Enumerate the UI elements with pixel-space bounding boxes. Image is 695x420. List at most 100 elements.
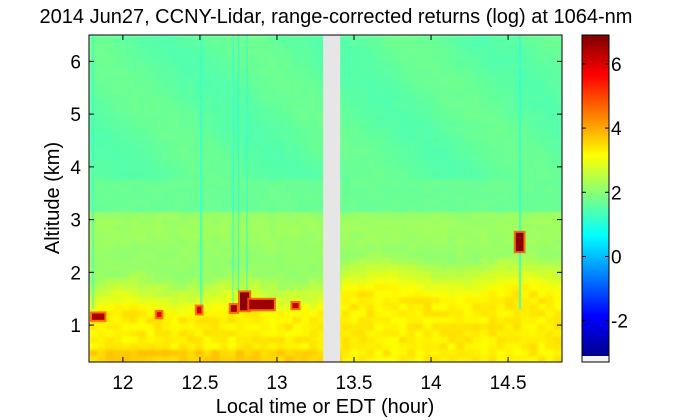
heatmap-cell: [529, 309, 539, 318]
heatmap-cell: [317, 54, 327, 62]
heatmap-cell: [553, 133, 562, 141]
heatmap-cell: [235, 224, 245, 232]
heatmap-cell: [129, 237, 139, 246]
heatmap-cell: [243, 270, 253, 278]
heatmap-cell: [260, 290, 270, 298]
heatmap-cell: [252, 257, 262, 265]
heatmap-cell: [195, 41, 204, 49]
heatmap-cell: [349, 139, 359, 147]
heatmap-cell: [374, 198, 384, 206]
heatmap-cell: [374, 35, 384, 43]
heatmap-cell: [203, 35, 213, 43]
heatmap-cell: [488, 67, 498, 76]
heatmap-cell: [129, 283, 139, 291]
heatmap-cell: [553, 74, 562, 82]
heatmap-cell: [390, 316, 400, 324]
heatmap-cell: [349, 211, 359, 219]
heatmap-cell: [447, 316, 457, 324]
heatmap-cell: [455, 303, 465, 311]
heatmap-cell: [97, 231, 107, 239]
heatmap-cell: [195, 133, 204, 141]
heatmap-cell: [219, 355, 229, 362]
heatmap-cell: [137, 48, 147, 56]
heatmap-cell: [146, 296, 156, 304]
heatmap-cell: [358, 263, 368, 272]
heatmap-cell: [415, 172, 425, 180]
cloud-cell: [230, 305, 237, 312]
heatmap-cell: [529, 74, 539, 82]
heatmap-cell: [235, 120, 245, 128]
heatmap-cell: [292, 205, 302, 213]
heatmap-cell: [121, 48, 131, 56]
heatmap-cell: [162, 165, 172, 174]
heatmap-cell: [121, 100, 131, 108]
heatmap-cell: [146, 231, 156, 239]
heatmap-cell: [366, 198, 376, 206]
heatmap-cell: [407, 224, 417, 232]
heatmap-cell: [219, 290, 229, 298]
heatmap-cell: [529, 329, 539, 337]
heatmap-cell: [349, 185, 359, 193]
heatmap-cell: [170, 113, 180, 121]
heatmap-cell: [464, 100, 474, 108]
heatmap-cell: [292, 335, 302, 344]
heatmap-cell: [170, 126, 180, 134]
heatmap-cell: [260, 165, 270, 174]
x-axis-label: Local time or EDT (hour): [216, 396, 435, 418]
heatmap-cell: [488, 80, 498, 89]
heatmap-cell: [374, 120, 384, 128]
heatmap-cell: [472, 80, 482, 89]
heatmap-cell: [407, 41, 417, 49]
heatmap-cell: [504, 41, 514, 49]
heatmap-cell: [398, 283, 408, 291]
heatmap-cell: [276, 93, 286, 102]
heatmap-cell: [529, 185, 539, 193]
heatmap-cell: [301, 231, 310, 239]
heatmap-cell: [341, 283, 351, 291]
heatmap-cell: [455, 211, 465, 219]
heatmap-cell: [545, 106, 555, 115]
heatmap-cell: [292, 87, 302, 95]
heatmap-cell: [529, 133, 539, 141]
heatmap-cell: [423, 120, 433, 128]
heatmap-cell: [276, 172, 286, 180]
heatmap-cell: [390, 250, 400, 259]
heatmap-cell: [545, 80, 555, 89]
heatmap-cell: [97, 126, 107, 134]
heatmap-cell: [341, 54, 351, 62]
heatmap-cell: [186, 244, 196, 252]
heatmap-cell: [309, 257, 319, 265]
heatmap-cell: [529, 224, 539, 232]
heatmap-cell: [252, 67, 262, 76]
heatmap-cell: [504, 152, 514, 161]
heatmap-cell: [211, 87, 221, 95]
heatmap-cell: [170, 87, 180, 95]
heatmap-cell: [97, 165, 107, 174]
heatmap-cell: [423, 231, 433, 239]
heatmap-cell: [553, 178, 562, 187]
heatmap-cell: [496, 93, 506, 102]
heatmap-cell: [537, 48, 547, 56]
heatmap-cell: [235, 263, 245, 272]
heatmap-cell: [89, 335, 98, 344]
heatmap-cell: [358, 165, 368, 174]
heatmap-cell: [186, 231, 196, 239]
heatmap-cell: [113, 152, 123, 161]
heatmap-cell: [464, 67, 474, 76]
heatmap-cell: [374, 276, 384, 285]
heatmap-cell: [472, 237, 482, 246]
heatmap-cell: [137, 54, 147, 62]
heatmap-cell: [162, 263, 172, 272]
heatmap-cell: [529, 257, 539, 265]
heatmap-cell: [121, 322, 131, 331]
heatmap-cell: [113, 257, 123, 265]
heatmap-cell: [309, 322, 319, 331]
heatmap-cell: [521, 250, 531, 259]
heatmap-cell: [390, 335, 400, 344]
heatmap-cell: [146, 80, 156, 89]
heatmap-cell: [292, 342, 302, 350]
heatmap-cell: [309, 67, 319, 76]
heatmap-cell: [243, 165, 253, 174]
heatmap-cell: [415, 316, 425, 324]
